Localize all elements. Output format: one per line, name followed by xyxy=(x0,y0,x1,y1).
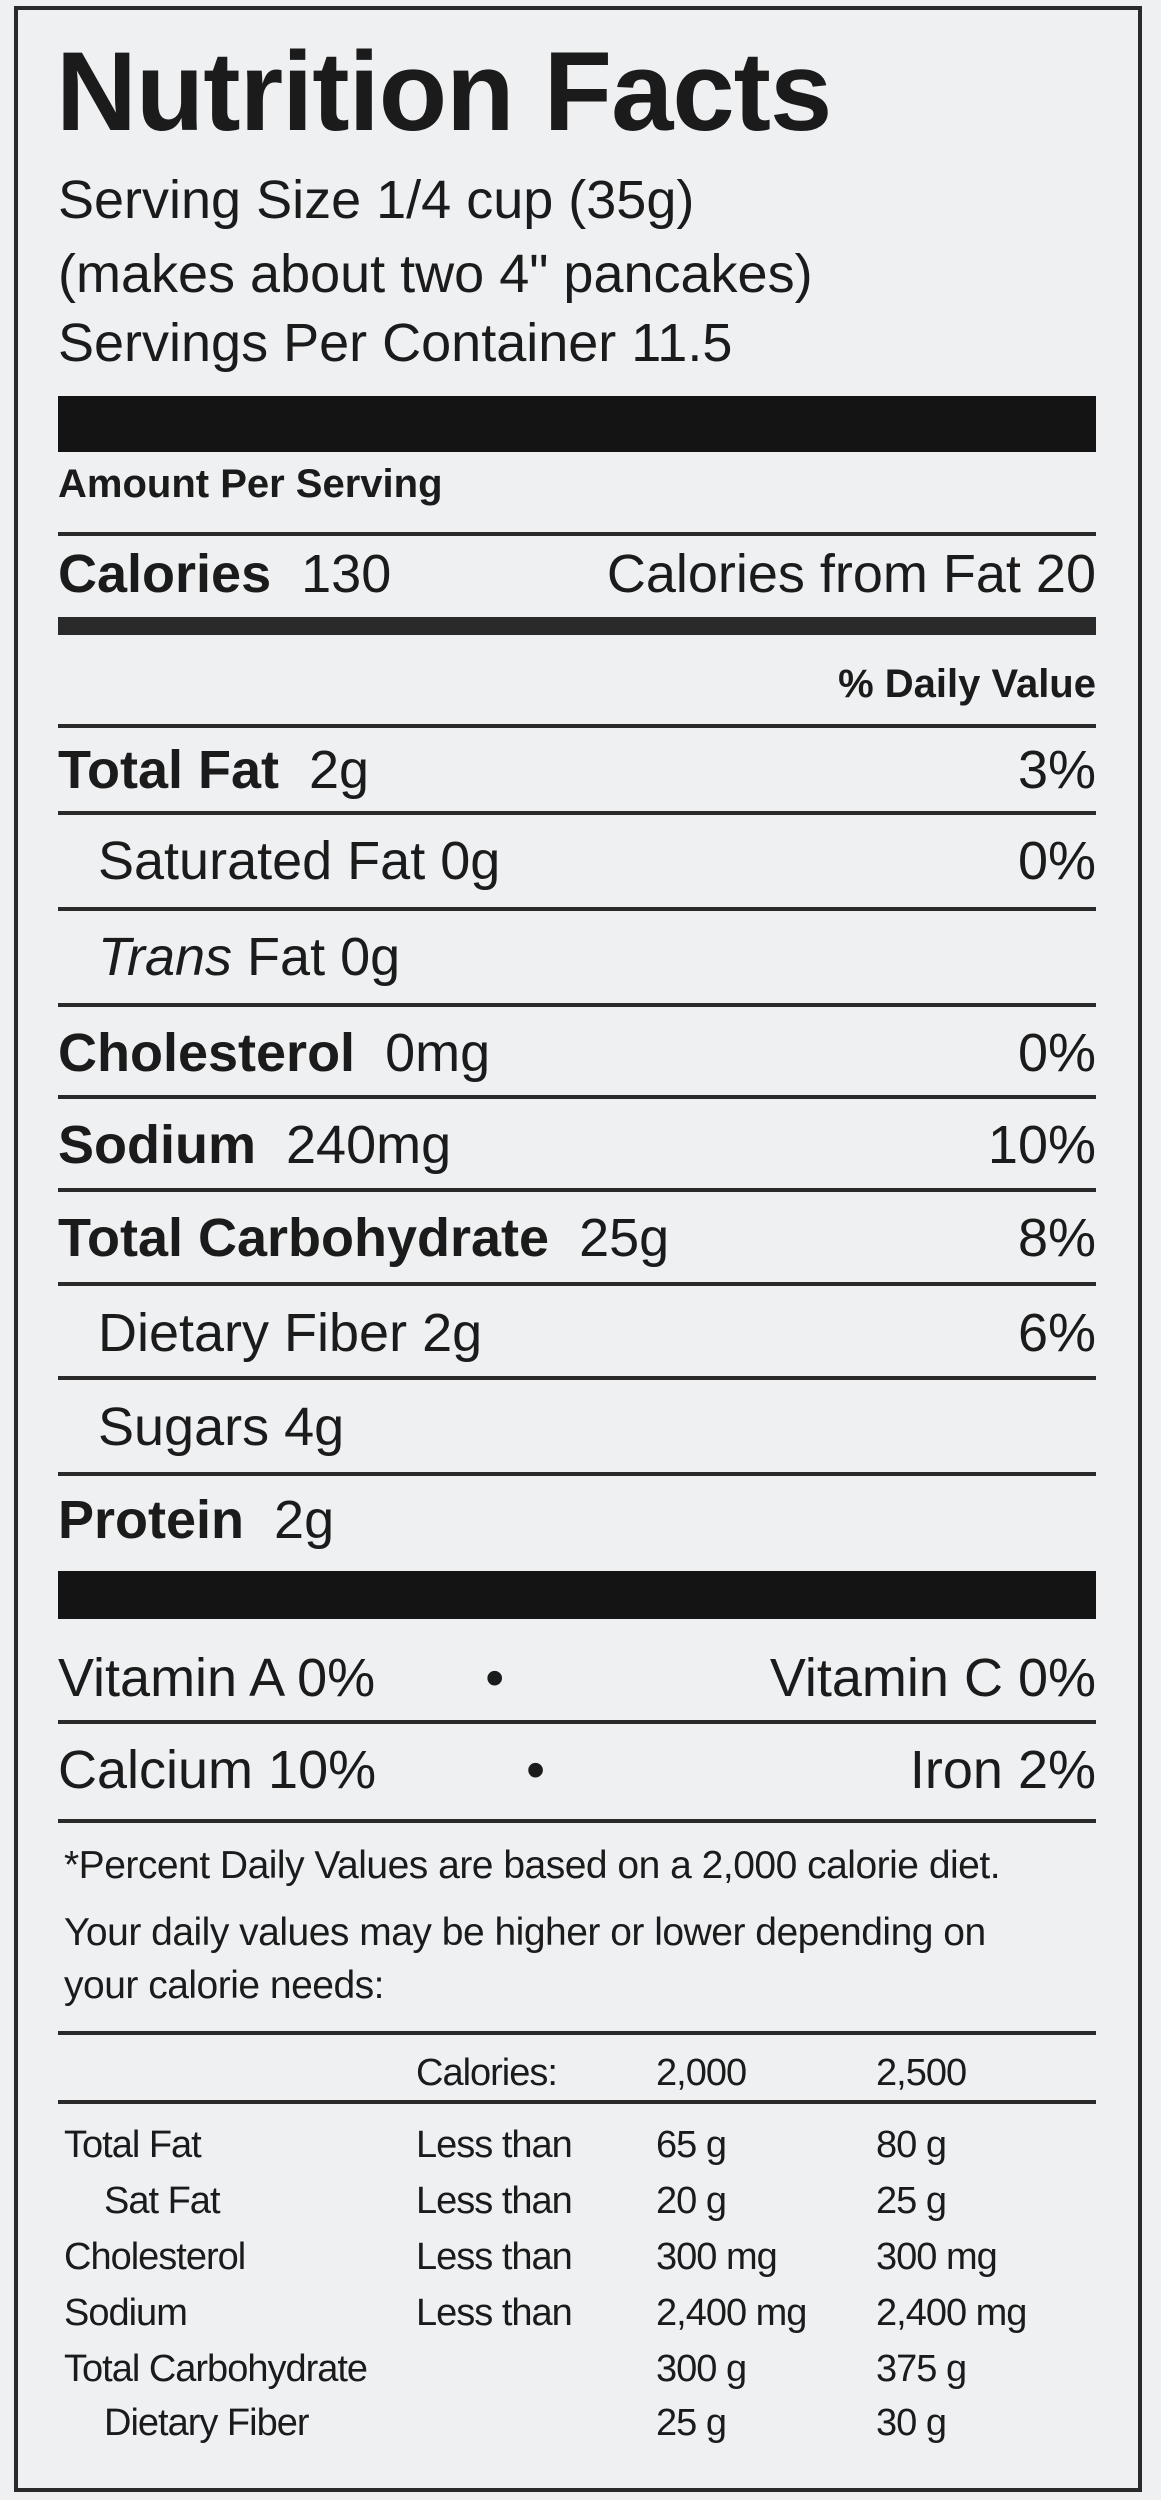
nutrient-name: Protein xyxy=(58,1490,245,1550)
nutrient-amount: 4g xyxy=(284,1397,345,1457)
cell: Less than xyxy=(416,2180,573,2222)
nutrient-dv: 6% xyxy=(1017,1303,1096,1363)
bullet-separator: • xyxy=(485,1648,505,1708)
divider xyxy=(58,532,1096,536)
cell: Total Carbohydrate xyxy=(64,2348,368,2390)
vitamin-row: Vitamin A 0% • Vitamin C 0% xyxy=(58,1646,1096,1710)
nutrient-amount: 2g xyxy=(274,1490,335,1550)
cell: 375 g xyxy=(876,2348,967,2390)
divider xyxy=(58,1819,1096,1823)
divider xyxy=(58,724,1096,728)
divider xyxy=(58,907,1096,911)
nutrient-amount: Fat 0g xyxy=(247,927,401,987)
calories-from-fat: Calories from Fat 20 xyxy=(606,544,1096,604)
nutrient-dv: 10% xyxy=(987,1115,1096,1175)
nutrient-name: Sugars xyxy=(98,1397,270,1457)
nutrient-amount: 240mg xyxy=(286,1115,452,1175)
nutrient-dv: 8% xyxy=(1017,1208,1096,1268)
cell: 20 g xyxy=(656,2180,727,2222)
nutrient-name: Total Fat xyxy=(58,740,279,800)
cell: Cholesterol xyxy=(64,2236,246,2278)
calories-value: 130 xyxy=(301,544,392,604)
header-2000: 2,000 xyxy=(656,2052,747,2094)
divider xyxy=(58,1472,1096,1476)
cell: 30 g xyxy=(876,2402,947,2444)
cell: Less than xyxy=(416,2292,573,2334)
cell: 300 mg xyxy=(876,2236,998,2278)
nutrient-row-total-fat: Total Fat 2g 3% xyxy=(58,738,1096,802)
nutrient-amount: 2g xyxy=(309,740,370,800)
nutrient-amount: 0mg xyxy=(385,1023,491,1083)
calcium: Calcium 10% xyxy=(58,1740,377,1800)
cell: Less than xyxy=(416,2236,573,2278)
divider xyxy=(58,1376,1096,1380)
nutrient-name: Dietary Fiber xyxy=(98,1303,408,1363)
thick-divider xyxy=(58,396,1096,452)
vitamin-c: Vitamin C 0% xyxy=(769,1648,1096,1708)
label-title: Nutrition Facts xyxy=(56,29,832,154)
header-calories: Calories: xyxy=(416,2052,558,2094)
cell: Sodium xyxy=(64,2292,188,2334)
header-2500: 2,500 xyxy=(876,2052,967,2094)
divider xyxy=(58,1003,1096,1007)
nutrient-name: Cholesterol xyxy=(58,1023,356,1083)
divider xyxy=(58,811,1096,815)
cell: 300 g xyxy=(656,2348,747,2390)
footnote-line: *Percent Daily Values are based on a 2,0… xyxy=(64,1844,1001,1887)
divider xyxy=(58,2100,1096,2104)
daily-value-header: % Daily Value xyxy=(838,662,1096,706)
iron: Iron 2% xyxy=(909,1740,1096,1800)
cell: Dietary Fiber xyxy=(104,2402,309,2444)
nutrient-amount: 0g xyxy=(440,831,501,891)
nutrient-row-total-carbohydrate: Total Carbohydrate 25g 8% xyxy=(58,1206,1096,1270)
cell: Less than xyxy=(416,2124,573,2166)
label-border xyxy=(14,6,1142,2492)
servings-per-container: Servings Per Container 11.5 xyxy=(58,313,733,373)
footnote-line: Your daily values may be higher or lower… xyxy=(64,1911,986,1954)
divider xyxy=(58,1720,1096,1724)
amount-per-serving: Amount Per Serving xyxy=(58,462,443,506)
nutrient-row-dietary-fiber: Dietary Fiber 2g 6% xyxy=(58,1301,1096,1365)
nutrient-row-trans-fat: Trans Fat 0g xyxy=(58,925,1096,989)
nutrient-dv: 0% xyxy=(1017,1023,1096,1083)
nutrient-row-saturated-fat: Saturated Fat 0g 0% xyxy=(58,829,1096,893)
nutrient-row-protein: Protein 2g xyxy=(58,1488,1096,1552)
cell: 2,400 mg xyxy=(656,2292,807,2334)
serving-note: (makes about two 4" pancakes) xyxy=(58,244,813,304)
nutrient-row-sugars: Sugars 4g xyxy=(58,1395,1096,1459)
nutrient-name: Saturated Fat xyxy=(98,831,426,891)
nutrient-row-cholesterol: Cholesterol 0mg 0% xyxy=(58,1021,1096,1085)
nutrient-name: Trans xyxy=(98,927,233,987)
footnote-line: your calorie needs: xyxy=(64,1964,385,2007)
nutrient-name: Total Carbohydrate xyxy=(58,1208,550,1268)
cell: 80 g xyxy=(876,2124,947,2166)
calories-row: Calories 130 Calories from Fat 20 xyxy=(58,542,1096,606)
bullet-separator: • xyxy=(526,1740,546,1800)
divider xyxy=(58,1188,1096,1192)
divider xyxy=(58,2031,1096,2035)
nutrient-name: Sodium xyxy=(58,1115,256,1175)
serving-size: Serving Size 1/4 cup (35g) xyxy=(58,170,695,230)
nutrient-row-sodium: Sodium 240mg 10% xyxy=(58,1113,1096,1177)
cell: 25 g xyxy=(656,2402,727,2444)
cell: 65 g xyxy=(656,2124,727,2166)
cell: 300 mg xyxy=(656,2236,778,2278)
medium-divider xyxy=(58,617,1096,635)
cell: Total Fat xyxy=(64,2124,202,2166)
cell: 2,400 mg xyxy=(876,2292,1027,2334)
calories-label: Calories xyxy=(58,544,272,604)
nutrient-amount: 25g xyxy=(579,1208,670,1268)
cell: Sat Fat xyxy=(104,2180,220,2222)
divider xyxy=(58,1282,1096,1286)
divider xyxy=(58,1095,1096,1099)
thick-divider xyxy=(58,1571,1096,1619)
nutrient-amount: 2g xyxy=(422,1303,483,1363)
cell: 25 g xyxy=(876,2180,947,2222)
nutrient-dv: 3% xyxy=(1017,740,1096,800)
nutrient-dv: 0% xyxy=(1017,831,1096,891)
vitamin-a: Vitamin A 0% xyxy=(58,1648,376,1708)
mineral-row: Calcium 10% • Iron 2% xyxy=(58,1738,1096,1802)
